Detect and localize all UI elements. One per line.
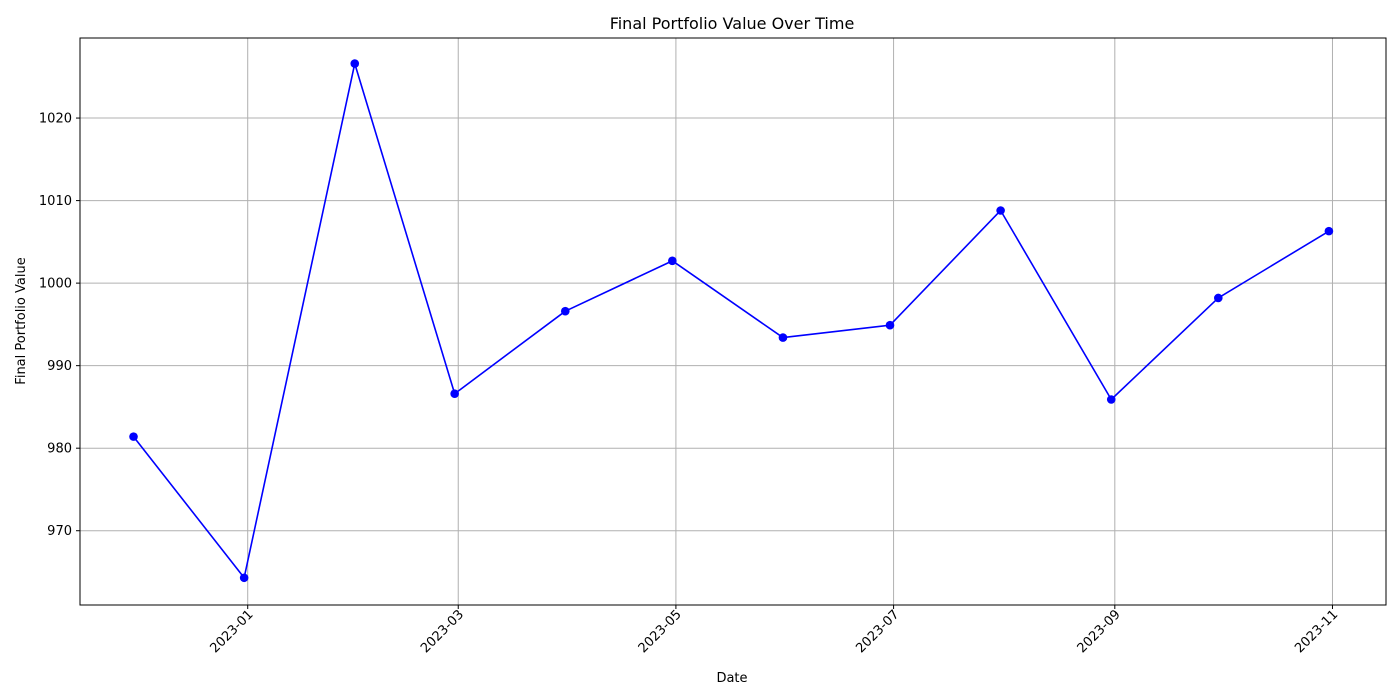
x-tick-label: 2023-03 — [418, 607, 467, 656]
axis-layer: 970 980 990 1000 1010 1020 2023-01 2023-03 2023-… — [39, 37, 1387, 656]
y-tick-label: 980 — [47, 442, 72, 457]
series-layer — [129, 59, 1334, 583]
data-point — [1106, 395, 1116, 404]
chart-title: Final Portfolio Value Over Time — [610, 14, 855, 33]
data-point — [450, 389, 459, 399]
x-tick-label: 2023-11 — [1292, 607, 1341, 656]
x-axis-label: Date — [716, 671, 747, 686]
y-tick-label: 1000 — [39, 277, 72, 292]
x-tick-label: 2023-01 — [208, 607, 257, 656]
series-line — [132, 62, 1330, 579]
x-tick-label: 2023-09 — [1075, 607, 1124, 656]
x-tick-label: 2023-05 — [636, 607, 685, 656]
y-axis-label: Final Portfolio Value — [14, 257, 29, 384]
y-tick-label: 990 — [47, 359, 72, 374]
data-point — [239, 573, 249, 583]
data-point — [129, 432, 138, 441]
x-tick-label: 2023-07 — [853, 607, 902, 656]
data-point — [668, 256, 677, 266]
data-point — [1324, 226, 1334, 236]
grid-layer — [80, 38, 1386, 605]
data-point — [778, 333, 788, 342]
data-point — [350, 59, 360, 68]
y-tick-label: 1010 — [39, 194, 72, 209]
data-point — [885, 320, 895, 330]
data-point — [996, 206, 1005, 215]
plot-frame — [79, 37, 1387, 606]
y-tick-label: 970 — [47, 524, 72, 539]
data-point — [560, 306, 570, 316]
data-point — [1213, 293, 1223, 303]
y-tick-label: 1020 — [39, 112, 72, 127]
